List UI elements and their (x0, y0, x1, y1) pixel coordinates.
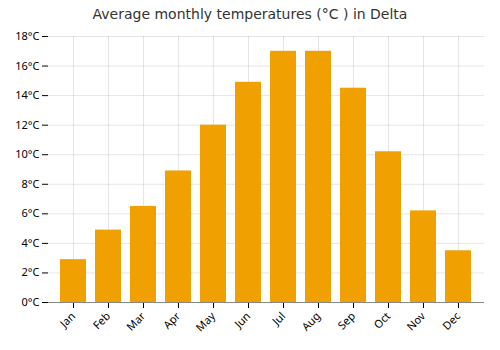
html-text:Average monthly temperatures (: Average monthly temperatures (°C ) in De… (92, 6, 408, 22)
svg-text:18°C: 18°C (15, 28, 39, 43)
svg-text:16°C: 16°C (15, 58, 39, 73)
svg-text:8°C: 8°C (22, 176, 40, 191)
svg-text:Jul: Jul (268, 308, 288, 328)
svg-text:Dec: Dec (439, 308, 463, 332)
svg-text:Apr: Apr (160, 308, 184, 332)
svg-text:Jun: Jun (230, 308, 253, 331)
svg-text:12°C: 12°C (15, 117, 39, 132)
svg-text:10°C: 10°C (15, 146, 39, 161)
svg-text:0°C: 0°C (22, 294, 40, 309)
svg-text:14°C: 14°C (15, 87, 39, 102)
svg-text:Nov: Nov (403, 308, 428, 333)
svg-text:Aug: Aug (298, 308, 323, 333)
svg-text:Jan: Jan (55, 308, 78, 331)
svg-text:Sep: Sep (334, 308, 358, 332)
svg-text:6°C: 6°C (22, 205, 40, 220)
svg-text:Mar: Mar (123, 308, 149, 334)
svg-text:Feb: Feb (89, 308, 113, 332)
svg-text:2°C: 2°C (22, 264, 40, 279)
svg-text:4°C: 4°C (22, 235, 40, 250)
svg-text:May: May (192, 308, 218, 334)
svg-text:Oct: Oct (370, 308, 393, 331)
